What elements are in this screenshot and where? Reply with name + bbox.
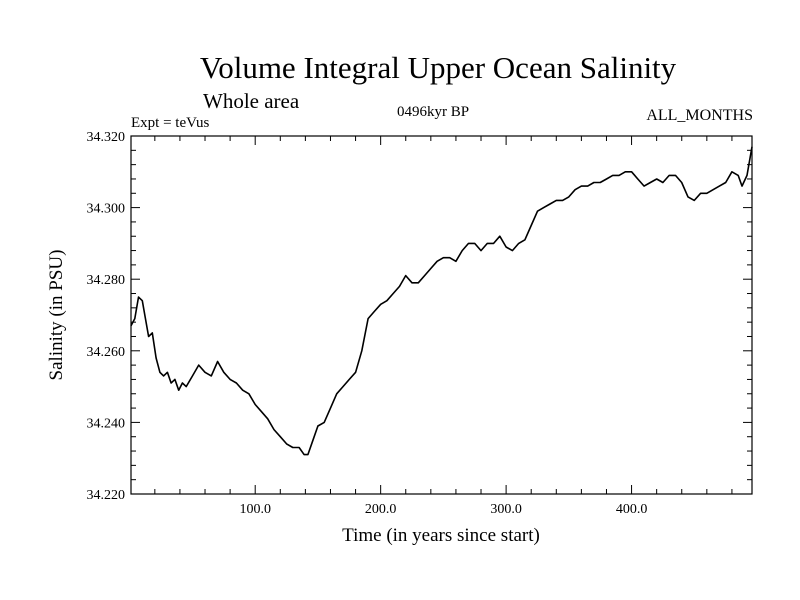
x-axis: 100.0 200.0 300.0 400.0: [154, 136, 733, 517]
y-tick-label: 34.320: [87, 130, 126, 145]
x-tick-label: 300.0: [490, 502, 522, 517]
series-line: [130, 146, 753, 456]
y-tick-label: 34.220: [87, 488, 126, 503]
x-tick-label: 200.0: [365, 502, 397, 517]
plot-frame: [130, 135, 753, 495]
x-axis-label: Time (in years since start): [342, 525, 540, 546]
chart-title: Volume Integral Upper Ocean Salinity: [199, 50, 677, 85]
y-tick-label: 34.300: [87, 202, 126, 217]
y-tick-label: 34.240: [87, 416, 126, 431]
x-tick-label: 400.0: [616, 502, 648, 517]
period-label: 0496kyr BP: [397, 104, 470, 120]
months-label: ALL_MONTHS: [646, 107, 753, 124]
y-axis-label: Salinity (in PSU): [46, 250, 67, 381]
y-axis: 34.220 34.240 34.260 34.280 34.300 34.320: [87, 130, 752, 503]
x-tick-label: 100.0: [239, 502, 271, 517]
y-tick-label: 34.260: [87, 345, 126, 360]
experiment-label: Expt = teVus: [131, 115, 210, 131]
chart-subtitle: Whole area: [203, 89, 300, 113]
y-tick-label: 34.280: [87, 273, 126, 288]
